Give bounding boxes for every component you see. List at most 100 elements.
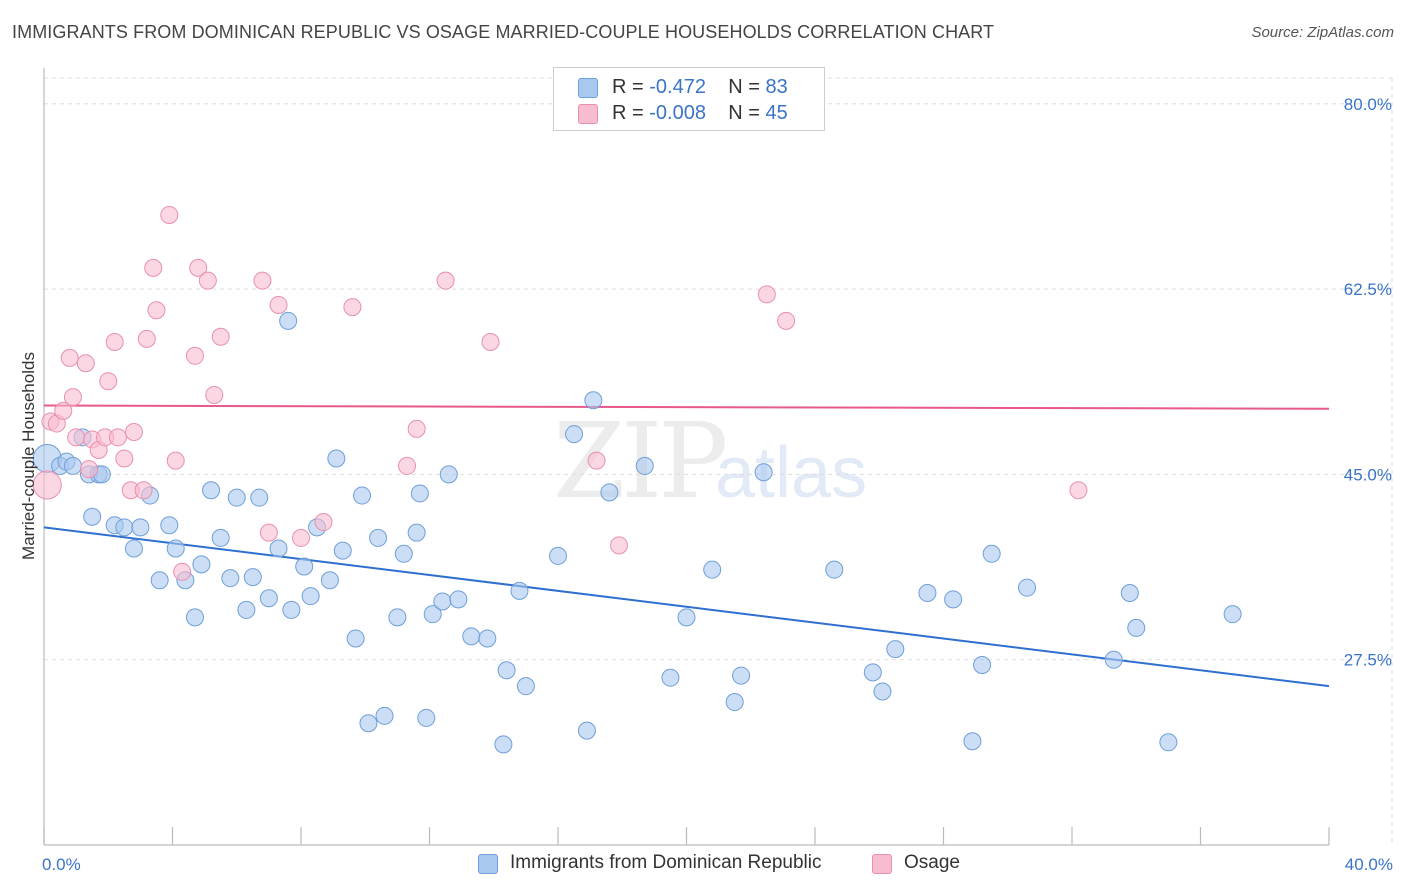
- osage-point: [610, 536, 629, 555]
- osage-point: [436, 271, 455, 290]
- chart-title: IMMIGRANTS FROM DOMINICAN REPUBLIC VS OS…: [12, 22, 995, 42]
- r-value: -0.008: [649, 102, 706, 124]
- legend-swatch-pink: [872, 854, 892, 874]
- gridlines: [44, 77, 1393, 845]
- osage-point: [32, 470, 62, 500]
- osage-point: [124, 423, 143, 442]
- dominican-point: [549, 546, 567, 565]
- dominican-point: [160, 516, 179, 535]
- y-tick-label: 62.5%: [1344, 280, 1392, 299]
- dominican-point: [185, 608, 204, 627]
- legend-swatch-pink: [578, 104, 598, 124]
- dominican-point: [516, 677, 535, 696]
- dominican-point: [886, 640, 905, 659]
- osage-point: [76, 354, 95, 373]
- dominican-point: [963, 732, 982, 751]
- osage-point: [54, 401, 73, 420]
- osage-point: [105, 333, 124, 352]
- n-label: N =: [728, 102, 766, 124]
- n-value: 45: [765, 102, 788, 124]
- x-tick-label-max: 40.0%: [1345, 855, 1393, 874]
- osage-point: [79, 460, 98, 479]
- dominican-point: [353, 486, 372, 505]
- dominican-point: [600, 483, 619, 502]
- dominican-point: [635, 456, 654, 475]
- dominican-point: [221, 569, 240, 588]
- dominican-point: [124, 539, 143, 558]
- osage-point: [343, 298, 362, 317]
- dominican-point: [115, 518, 134, 537]
- axes: [43, 68, 1330, 846]
- dominican-point: [410, 484, 429, 503]
- r-label: R =: [612, 102, 650, 124]
- dominican-point: [577, 721, 596, 740]
- trend-line-osage: [43, 404, 1330, 410]
- dominican-point: [320, 571, 339, 590]
- osage-point: [63, 388, 82, 407]
- dominican-point: [439, 465, 458, 484]
- dominican-point: [295, 557, 314, 576]
- dominican-point: [732, 666, 751, 685]
- osage-point: [67, 428, 86, 447]
- legend-label-dominican: Immigrants from Dominican Republic: [510, 852, 822, 873]
- dominican-point: [462, 627, 481, 646]
- n-value: 83: [765, 76, 788, 98]
- source-credit: Source: ZipAtlas.com: [1251, 24, 1394, 41]
- dominican-point: [825, 560, 844, 579]
- dominican-point: [982, 544, 1001, 563]
- dominican-point: [1127, 618, 1146, 637]
- osage-point: [587, 451, 606, 470]
- dominican-point: [250, 488, 269, 507]
- series-legend: Immigrants from Dominican Republic Osage: [0, 852, 1406, 878]
- dominican-point: [369, 528, 388, 547]
- osage-point: [173, 562, 192, 581]
- r-value: -0.472: [649, 76, 706, 98]
- y-tick-label: 80.0%: [1344, 95, 1392, 114]
- dominican-point: [388, 608, 407, 627]
- dominican-point: [417, 708, 436, 727]
- dominican-point: [661, 668, 680, 687]
- osage-point: [259, 523, 278, 542]
- osage-point: [314, 513, 333, 532]
- osage-point: [115, 449, 134, 468]
- osage-point: [108, 428, 127, 447]
- dominican-point: [1104, 650, 1123, 669]
- x-tick-label-min: 0.0%: [42, 855, 81, 874]
- dominican-point: [677, 608, 696, 627]
- dominican-point: [433, 592, 452, 611]
- legend-swatch-blue: [478, 854, 498, 874]
- dominican-point: [243, 568, 262, 587]
- osage-point: [198, 271, 217, 290]
- y-tick-label: 27.5%: [1344, 651, 1392, 670]
- dominican-point: [918, 583, 937, 602]
- r-label: R =: [612, 76, 650, 98]
- dominican-point: [202, 481, 221, 500]
- dominican-point: [375, 706, 394, 725]
- osage-point: [137, 329, 156, 348]
- dominican-point: [237, 600, 256, 619]
- osage-point: [160, 205, 179, 224]
- dominican-point: [63, 456, 82, 475]
- osage-point: [134, 481, 153, 500]
- legend-label-osage: Osage: [904, 852, 960, 873]
- osage-point: [292, 528, 310, 547]
- dominican-point: [259, 589, 278, 608]
- dominican-point: [565, 425, 584, 444]
- osage-point: [60, 348, 79, 367]
- dominican-point: [944, 590, 963, 609]
- osage-point: [211, 327, 230, 346]
- dominican-point: [333, 541, 352, 560]
- dominican-point: [359, 714, 378, 733]
- dominican-point: [478, 629, 497, 648]
- watermark-atlas: atlas: [715, 433, 868, 513]
- dominican-point: [423, 605, 442, 624]
- dominican-point: [150, 571, 169, 590]
- osage-point: [99, 372, 118, 391]
- axis-labels: 27.5% 45.0% 62.5% 80.0% 0.0% 40.0% Married-cou…: [19, 95, 1393, 874]
- dominican-point: [346, 629, 365, 648]
- dominican-point: [327, 449, 346, 468]
- dominican-point: [973, 655, 992, 674]
- osage-point: [253, 271, 272, 290]
- osage-point: [166, 451, 185, 470]
